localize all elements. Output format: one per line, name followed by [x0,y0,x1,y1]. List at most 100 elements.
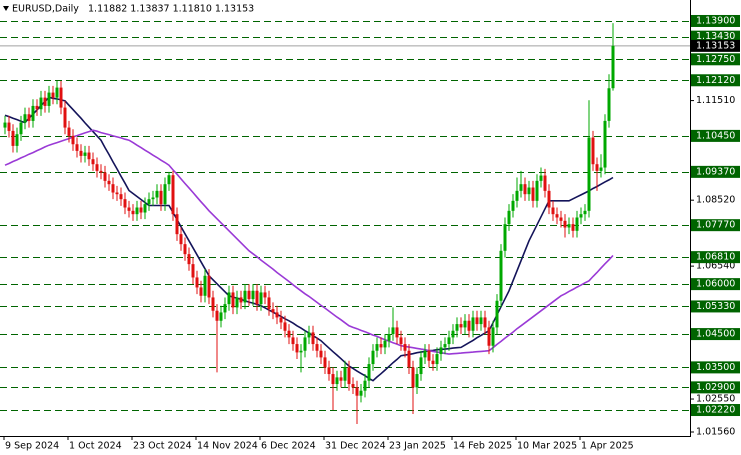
candle-body [283,322,287,331]
candle-body [591,137,595,165]
candle-body [3,122,7,128]
level-label-box [691,361,740,374]
candle-body [19,122,23,135]
candle-body [471,317,475,331]
candle-body [87,152,91,160]
candle-body [127,207,131,211]
candle-body [463,320,467,328]
candle-body [251,290,255,300]
candle-body [343,367,347,381]
candle-body [143,204,147,213]
candle-body [571,224,575,231]
candle-body [503,224,507,251]
x-tick-label: 14 Nov 2024 [197,441,258,452]
candle-body [355,387,359,396]
candle-body [547,190,551,208]
candle-body [375,344,379,351]
candle-body [491,327,495,346]
candle-body [139,207,143,213]
level-label-box [691,30,740,43]
candle-body [327,367,331,375]
level-label-box [691,381,740,394]
candle-body [407,350,411,368]
candle-body [35,105,39,110]
y-tick-label: 1.06540 [696,261,735,272]
candle-body [447,337,451,345]
candle-body [527,187,531,195]
candle-body [351,384,355,388]
menu-arrow[interactable] [3,6,9,11]
candle-body [183,244,187,255]
candle-body [507,210,511,225]
candle-body [331,374,335,385]
candle-body [299,350,303,353]
candle-body [287,330,291,338]
candle-body [67,127,71,136]
candle-body [199,287,203,296]
candle-body [267,297,271,310]
candle-body [531,187,535,201]
candle-body [247,290,251,300]
candle-body [179,234,183,245]
candle-body [279,317,283,323]
candle-body [39,97,43,110]
candle-body [595,164,599,171]
candle-body [79,150,83,156]
candle-body [511,200,515,211]
candle-body [71,135,75,145]
last-price-label: 1.13153 [696,40,735,51]
candle-body [115,192,119,195]
candle-body [55,87,59,98]
candle-body [123,199,127,208]
candle-body [383,340,387,348]
candle-body [535,180,539,201]
candle-body [483,317,487,328]
candle-body [83,152,87,156]
level-label: 1.09370 [696,166,735,177]
level-label: 1.04500 [696,329,735,340]
x-tick-label: 31 Dec 2024 [325,441,386,452]
candle-body [47,92,51,106]
ohlc-info: 1.11882 1.13837 1.11810 1.13153 [88,4,254,15]
candle-body [7,122,11,131]
candle-body [599,167,603,171]
candle-body [435,354,439,365]
level-label: 1.06810 [696,252,735,263]
candle-body [31,105,35,121]
candle-body [159,190,163,205]
candle-body [427,350,431,361]
candle-body [311,332,315,345]
candle-body [563,220,567,228]
candle-body [395,327,399,338]
candle-body [303,337,307,351]
candle-body [235,297,239,308]
candle-body [51,92,55,98]
level-label: 1.05330 [696,301,735,312]
level-label: 1.10450 [696,130,735,141]
candle-body [119,194,123,200]
candle-body [275,312,279,318]
candle-body [203,275,207,296]
candle-body [579,214,583,218]
candle-body [487,327,491,346]
candle-body [499,250,503,301]
x-tick-label: 6 Dec 2024 [261,441,316,452]
candle-body [519,184,523,191]
chart-title: EURUSD,Daily [12,4,79,15]
candle-body [611,45,615,89]
level-label: 1.13430 [696,31,735,42]
candle-body [555,214,559,218]
candle-body [263,292,267,298]
candle-body [339,377,343,381]
candle-body [171,175,175,215]
candle-body [155,190,159,198]
candle-body [23,114,27,123]
candle-body [291,337,295,345]
candle-body [523,184,527,195]
candle-body [103,172,107,181]
candle-body [107,180,111,185]
candle-body [575,217,579,231]
candle-body [363,380,367,391]
candle-body [59,87,63,108]
